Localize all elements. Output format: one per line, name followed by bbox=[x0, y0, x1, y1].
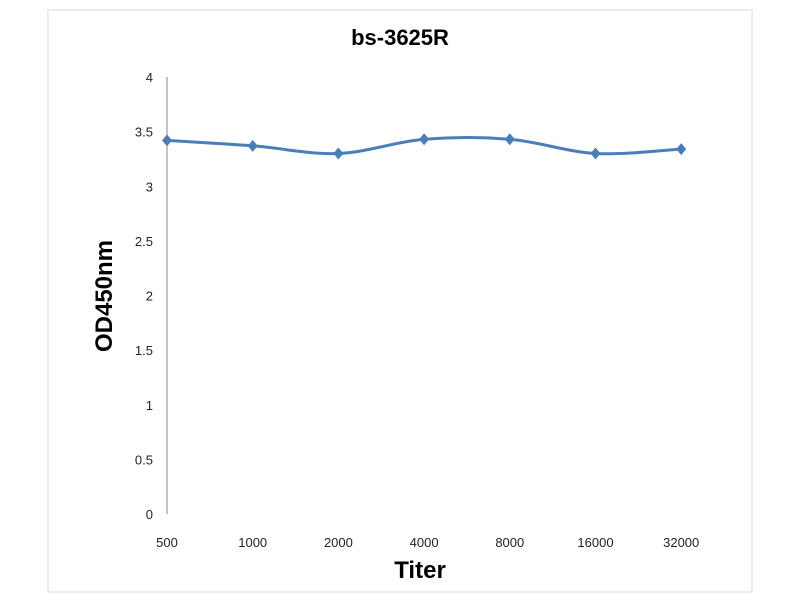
x-tick-label: 500 bbox=[156, 535, 178, 550]
data-point-marker bbox=[162, 134, 172, 147]
data-point-marker bbox=[504, 133, 515, 146]
x-tick-label: 16000 bbox=[577, 535, 613, 550]
y-tick-label: 2.5 bbox=[135, 234, 153, 249]
y-tick-label: 3.5 bbox=[135, 125, 153, 140]
y-tick-label: 1 bbox=[146, 398, 153, 413]
y-tick-label: 2 bbox=[146, 289, 153, 304]
x-tick-label: 32000 bbox=[663, 535, 699, 550]
data-point-marker bbox=[419, 133, 430, 146]
x-tick-label: 2000 bbox=[324, 535, 353, 550]
y-axis-label: OD450nm bbox=[91, 240, 118, 352]
x-tick-label: 4000 bbox=[410, 535, 439, 550]
chart-title: bs-3625R bbox=[351, 25, 449, 50]
y-tick-label: 0.5 bbox=[135, 452, 153, 467]
x-axis-label: Titer bbox=[394, 557, 446, 584]
data-point-marker bbox=[590, 147, 601, 160]
data-point-marker bbox=[247, 139, 258, 152]
y-tick-label: 3 bbox=[146, 179, 153, 194]
y-tick-label: 1.5 bbox=[135, 343, 153, 358]
y-tick-label: 4 bbox=[146, 70, 153, 85]
data-point-marker bbox=[676, 143, 687, 156]
x-tick-label: 1000 bbox=[238, 535, 267, 550]
x-tick-label: 8000 bbox=[495, 535, 524, 550]
data-point-marker bbox=[333, 147, 344, 160]
chart-frame bbox=[47, 9, 753, 593]
y-tick-label: 0 bbox=[146, 507, 153, 522]
